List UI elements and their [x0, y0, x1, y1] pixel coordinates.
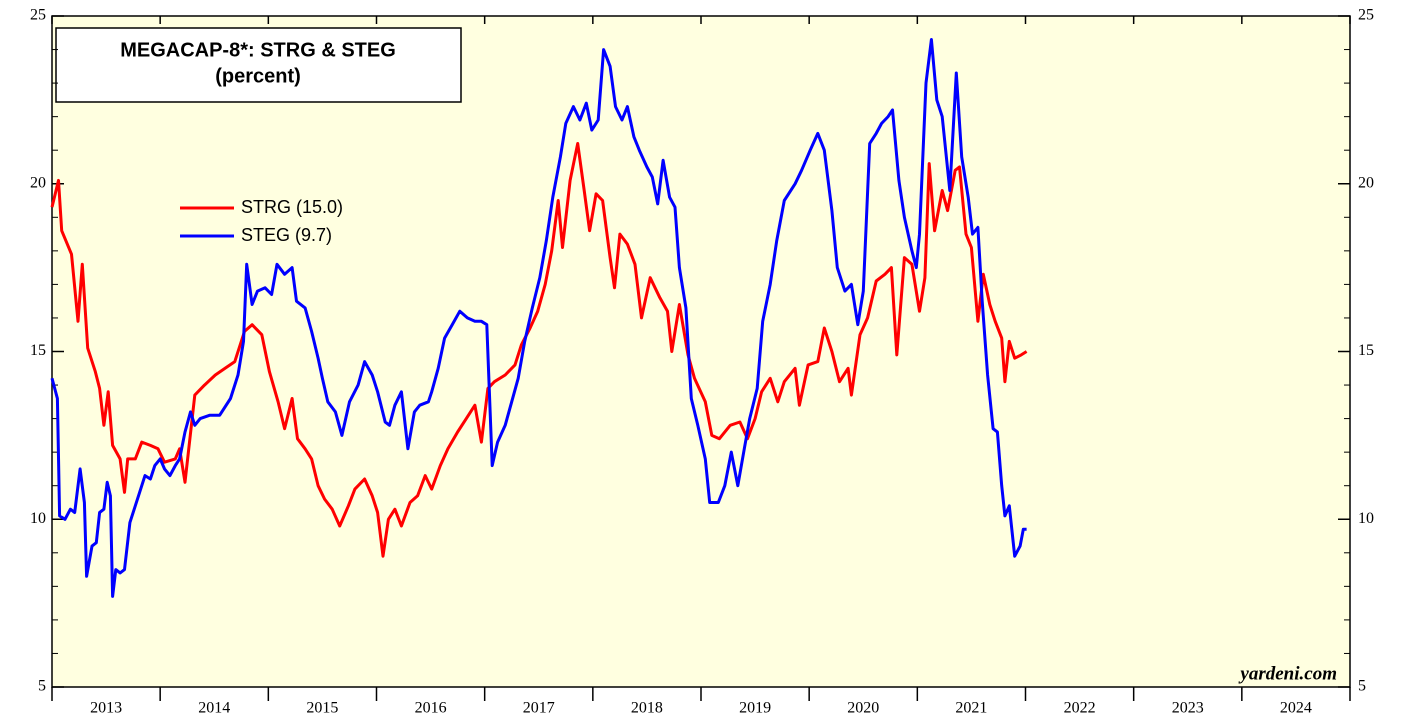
y2-tick-label: 10: [1358, 510, 1374, 527]
y-tick-label: 10: [30, 510, 46, 527]
legend-label: STEG (9.7): [241, 225, 332, 245]
chart-title: MEGACAP-8*: STRG & STEG: [120, 39, 396, 61]
y-tick-label: 25: [30, 7, 46, 24]
legend-label: STRG (15.0): [241, 197, 343, 217]
x-tick-label: 2014: [198, 700, 230, 717]
plot-area: [51, 15, 1351, 688]
series-line: [50, 38, 1027, 598]
x-tick-label: 2024: [1280, 700, 1312, 717]
y2-tick-label: 20: [1358, 174, 1374, 191]
y2-tick-label: 15: [1358, 342, 1374, 359]
x-tick-label: 2022: [1064, 700, 1096, 717]
x-tick-label: 2018: [631, 700, 663, 717]
x-tick-label: 2016: [415, 700, 447, 717]
x-tick-label: 2017: [523, 700, 555, 717]
x-tick-label: 2015: [306, 700, 338, 717]
watermark: yardeni.com: [1238, 663, 1337, 684]
chart-subtitle: (percent): [215, 65, 301, 87]
y-tick-label: 15: [30, 342, 46, 359]
x-tick-label: 2023: [1172, 700, 1204, 717]
x-tick-label: 2019: [739, 700, 771, 717]
series-line: [50, 142, 1028, 558]
y-tick-label: 20: [30, 174, 46, 191]
y-tick-label: 5: [38, 678, 46, 695]
x-tick-label: 2013: [90, 700, 122, 717]
y2-tick-label: 5: [1358, 678, 1366, 695]
x-tick-label: 2020: [847, 700, 879, 717]
y2-tick-label: 25: [1358, 7, 1374, 24]
x-tick-label: 2021: [955, 700, 987, 717]
title-box: [55, 27, 462, 103]
